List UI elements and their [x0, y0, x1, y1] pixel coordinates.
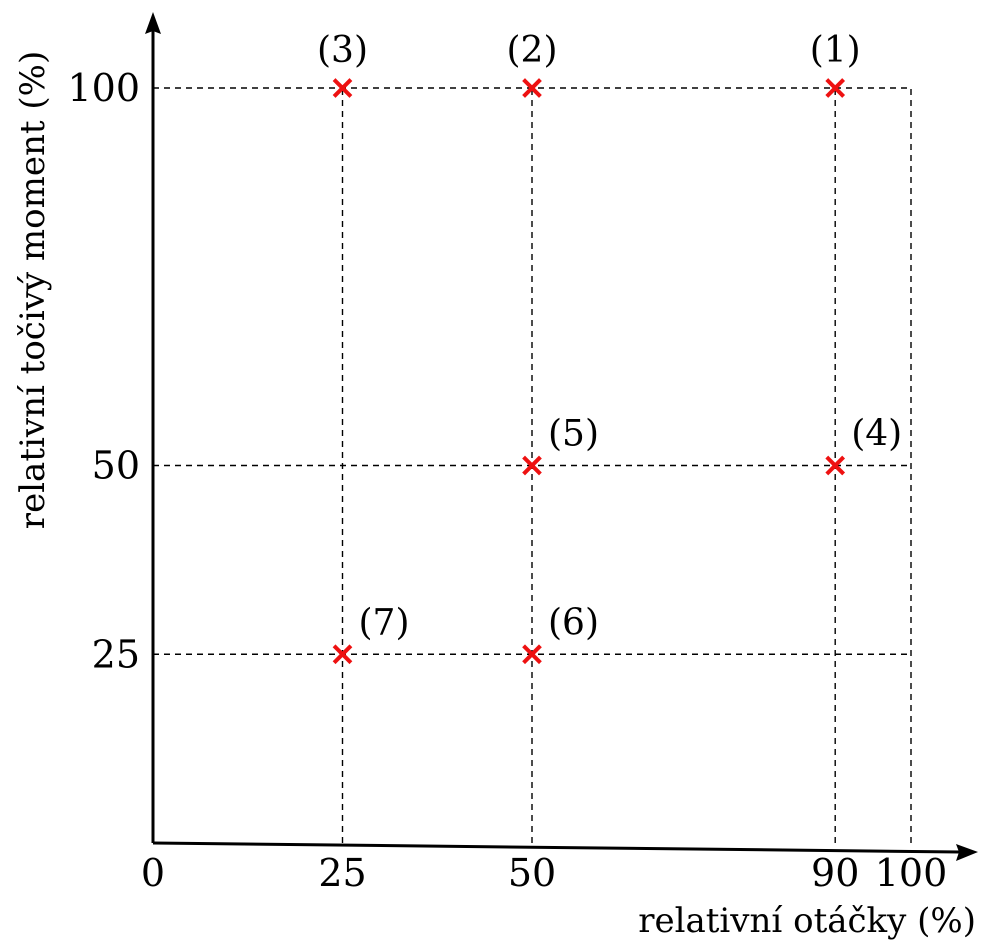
- y-tick-label: 100: [67, 66, 140, 110]
- data-point-label: (4): [851, 414, 902, 455]
- data-point-marker: [522, 644, 542, 665]
- x-tick-label: 90: [811, 851, 859, 895]
- y-axis-title: relativní točivý moment (%): [13, 51, 53, 529]
- data-point-label: (2): [507, 30, 558, 71]
- x-tick-label: 100: [875, 851, 948, 895]
- tick-labels: 0 25 50 90 100 25 50 100: [67, 66, 947, 895]
- data-point-marker: [825, 78, 846, 98]
- data-point-label: (1): [810, 30, 861, 71]
- x-tick-label: 50: [508, 851, 556, 895]
- data-point-marker: [522, 78, 542, 98]
- x-axis-title: relativní otáčky (%): [638, 901, 976, 941]
- data-point-marker: [332, 644, 353, 665]
- x-tick-label: 25: [318, 851, 366, 895]
- data-point-label: (5): [548, 414, 599, 455]
- data-point-label: (3): [317, 30, 368, 71]
- x-axis-arrowhead: [956, 844, 978, 861]
- y-tick-label: 50: [92, 444, 140, 488]
- data-point-marker: [522, 455, 542, 476]
- x-tick-label: 0: [141, 851, 165, 895]
- x-axis-line: [152, 841, 961, 854]
- y-tick-label: 25: [92, 632, 140, 676]
- data-point-marker: [332, 78, 353, 98]
- data-point-label: (7): [359, 602, 410, 643]
- data-points: (1) (2) (3) (4) (5) (6) (7): [317, 30, 902, 665]
- y-axis-arrowhead: [145, 12, 161, 34]
- axes: [145, 12, 978, 861]
- data-point-label: (6): [548, 602, 599, 643]
- data-point-marker: [825, 455, 846, 476]
